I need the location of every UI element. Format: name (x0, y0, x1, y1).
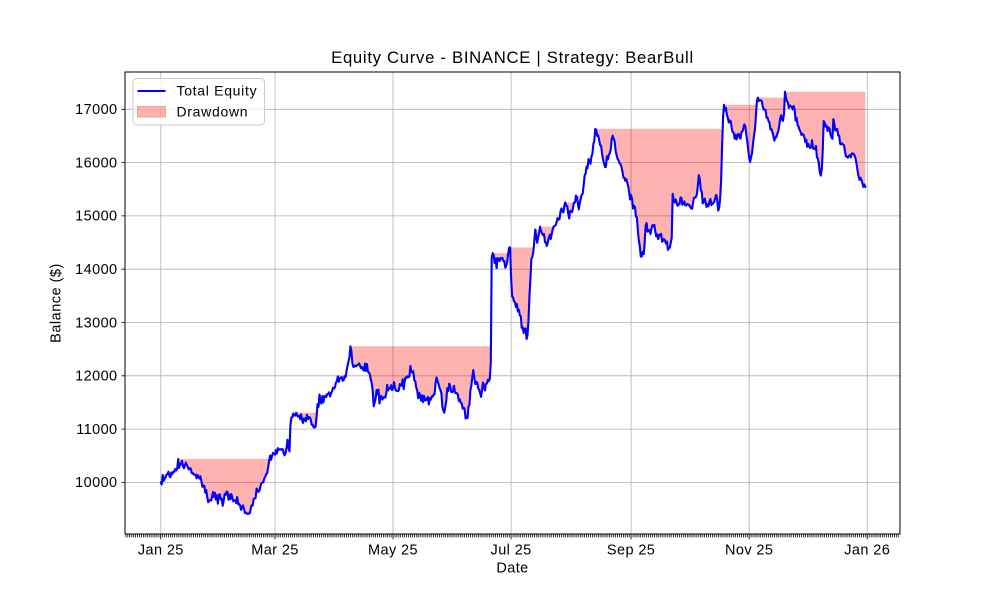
svg-text:Date: Date (496, 561, 528, 577)
svg-text:16000: 16000 (75, 155, 117, 171)
svg-text:12000: 12000 (75, 369, 117, 385)
svg-text:14000: 14000 (75, 262, 117, 278)
svg-text:Equity Curve - BINANCE | Strat: Equity Curve - BINANCE | Strategy: BearB… (331, 48, 694, 67)
svg-text:Jan 26: Jan 26 (844, 543, 890, 559)
svg-text:10000: 10000 (75, 475, 117, 491)
svg-text:13000: 13000 (75, 315, 117, 331)
svg-text:Sep 25: Sep 25 (607, 543, 655, 559)
svg-text:11000: 11000 (76, 422, 117, 438)
svg-text:Total Equity: Total Equity (177, 83, 258, 99)
svg-text:Drawdown: Drawdown (177, 104, 249, 120)
svg-text:Jul 25: Jul 25 (491, 543, 532, 559)
svg-text:May 25: May 25 (368, 543, 418, 559)
svg-text:Jan 25: Jan 25 (138, 543, 184, 559)
svg-text:Nov 25: Nov 25 (725, 543, 773, 559)
svg-text:15000: 15000 (75, 209, 117, 225)
svg-text:Mar 25: Mar 25 (251, 543, 299, 559)
svg-text:17000: 17000 (75, 102, 117, 118)
svg-text:Balance ($): Balance ($) (49, 263, 65, 343)
